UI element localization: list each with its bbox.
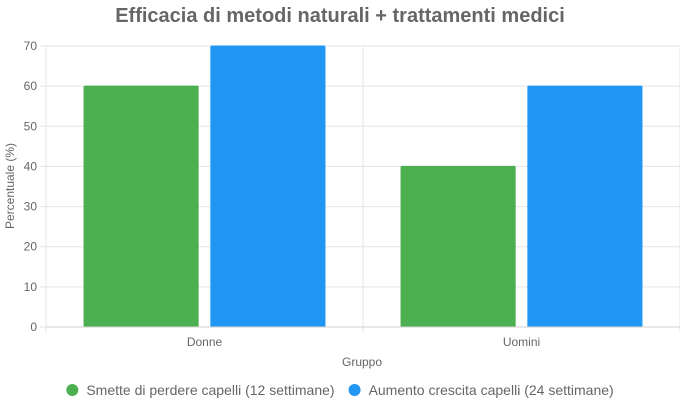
x-tick-label: Donne [187,335,223,349]
y-tick-label: 40 [24,159,38,173]
legend-item[interactable]: Smette di perdere capelli (12 settimane) [66,382,335,398]
x-axis-title: Gruppo [342,355,382,369]
y-tick-label: 30 [24,200,38,214]
bar-stops-hair-loss-uomini [400,165,516,328]
bars [83,45,643,328]
legend-swatch [66,384,79,396]
y-tick-label: 0 [30,320,37,334]
chart-title: Efficacia di metodi naturali + trattamen… [115,5,565,27]
y-tick-label: 60 [24,79,38,93]
y-tick-label: 70 [24,39,38,53]
legend-item[interactable]: Aumento crescita capelli (24 settimane) [348,382,614,398]
bar-hair-growth-donne [210,45,326,328]
bar-hair-growth-uomini [527,85,643,328]
axes: 0 10 20 30 40 50 60 70 Donne Uomini [24,39,680,349]
y-tick-label: 50 [24,119,38,133]
y-axis-title: Percentuale (%) [3,143,17,229]
legend-swatch [348,384,361,396]
legend-label: Smette di perdere capelli (12 settimane) [86,382,334,398]
y-tick-label: 20 [24,240,38,254]
legend-label: Aumento crescita capelli (24 settimane) [369,382,614,398]
y-tick-label: 10 [24,280,38,294]
x-tick-label: Uomini [503,335,540,349]
bar-stops-hair-loss-donne [83,85,199,328]
legend: Smette di perdere capelli (12 settimane)… [66,382,614,398]
